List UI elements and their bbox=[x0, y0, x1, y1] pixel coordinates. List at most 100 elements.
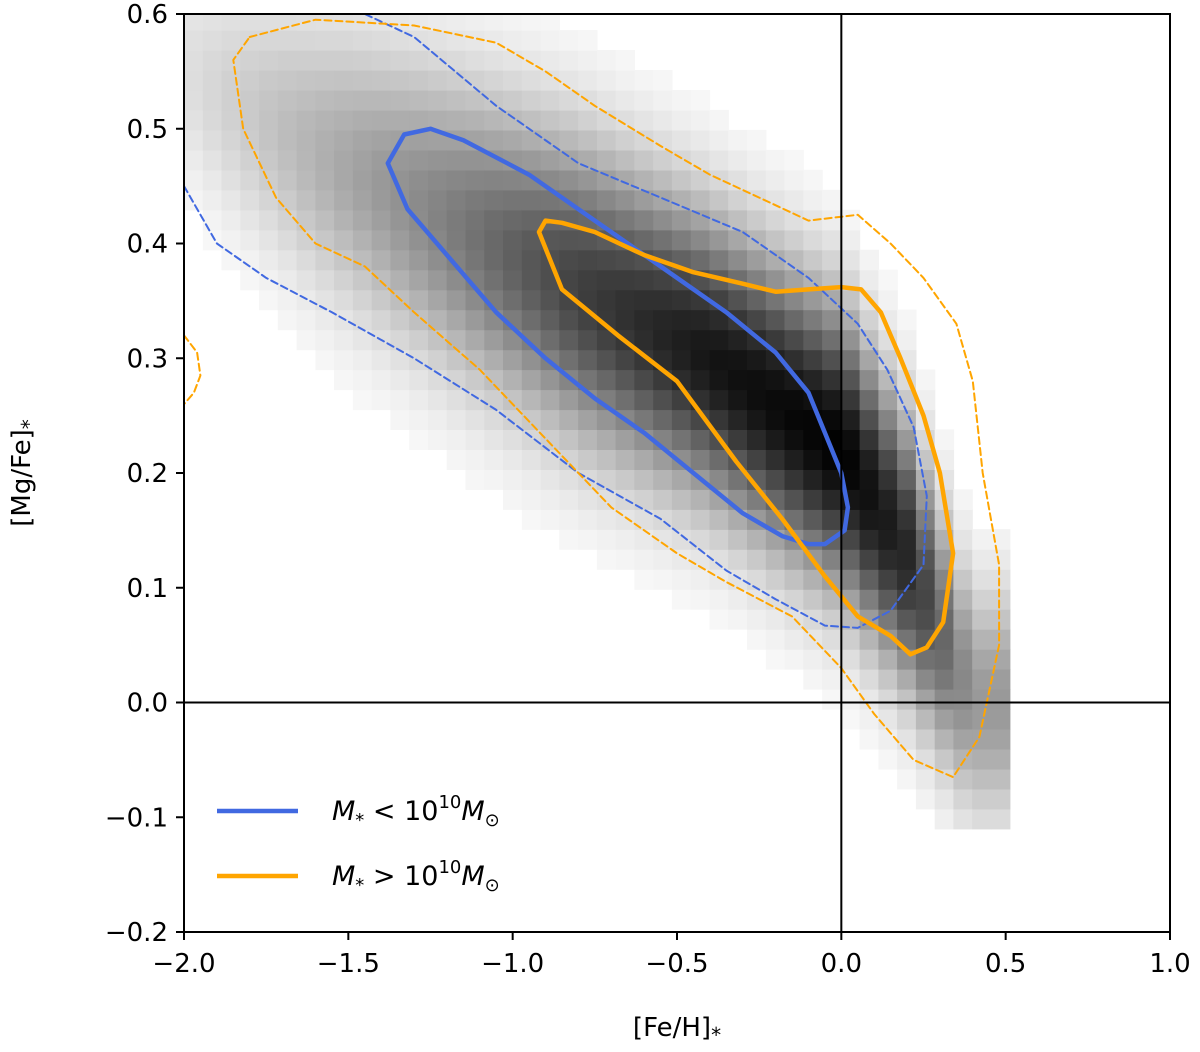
heatmap-cell bbox=[634, 269, 654, 291]
heatmap-cell bbox=[822, 189, 842, 211]
heatmap-cell bbox=[953, 788, 973, 810]
heatmap-cell bbox=[859, 449, 879, 470]
heatmap-cell bbox=[202, 209, 223, 231]
heatmap-cell bbox=[615, 249, 635, 271]
heatmap-cell bbox=[915, 708, 936, 730]
heatmap-cell bbox=[953, 609, 973, 630]
heatmap-cell bbox=[409, 149, 429, 171]
heatmap-cell bbox=[446, 70, 467, 91]
heatmap-cell bbox=[596, 469, 617, 490]
heatmap-cell bbox=[859, 369, 879, 391]
heatmap-cell bbox=[465, 30, 485, 51]
y-tick-label: 0.4 bbox=[127, 230, 168, 260]
heatmap-cell bbox=[503, 349, 523, 371]
heatmap-cell bbox=[803, 449, 823, 470]
heatmap-cell bbox=[634, 489, 654, 510]
heatmap-cell bbox=[690, 569, 711, 590]
heatmap-cell bbox=[390, 209, 410, 231]
heatmap-cell bbox=[221, 70, 241, 91]
x-tick-label: −1.0 bbox=[481, 949, 544, 979]
heatmap-cell bbox=[484, 389, 504, 411]
heatmap-cell bbox=[634, 409, 654, 430]
heatmap-cell bbox=[484, 269, 504, 291]
heatmap-cell bbox=[296, 109, 316, 131]
heatmap-cell bbox=[428, 30, 448, 51]
heatmap-cell bbox=[859, 669, 879, 690]
heatmap-cell bbox=[277, 269, 298, 291]
y-tick-label: 0.3 bbox=[127, 344, 168, 374]
heatmap-cell bbox=[390, 389, 410, 411]
heatmap-cell bbox=[991, 708, 1011, 730]
heatmap-cell bbox=[503, 129, 523, 151]
heatmap-cell bbox=[484, 109, 504, 131]
heatmap-cell bbox=[840, 449, 861, 470]
heatmap-cell bbox=[446, 149, 467, 171]
heatmap-cell bbox=[334, 30, 354, 51]
heatmap-cell bbox=[277, 90, 298, 111]
heatmap-cell bbox=[934, 429, 955, 450]
heatmap-cell bbox=[803, 329, 823, 351]
heatmap-cell bbox=[371, 30, 392, 51]
heatmap-cell bbox=[878, 549, 898, 570]
heatmap-cell bbox=[934, 629, 955, 650]
heatmap-cell bbox=[409, 109, 429, 131]
heatmap-cell bbox=[897, 389, 917, 411]
heatmap-cell bbox=[671, 90, 692, 111]
heatmap-cell bbox=[259, 149, 279, 171]
heatmap-cell bbox=[784, 469, 804, 490]
heatmap-cell bbox=[559, 90, 579, 111]
heatmap-cell bbox=[972, 748, 992, 770]
heatmap-cell bbox=[352, 329, 373, 351]
heatmap-cell bbox=[840, 369, 861, 391]
heatmap-cell bbox=[634, 90, 654, 111]
heatmap-cell bbox=[465, 429, 485, 450]
heatmap-cell bbox=[765, 209, 786, 231]
heatmap-cell bbox=[859, 549, 879, 570]
heatmap-cell bbox=[503, 90, 523, 111]
heatmap-cell bbox=[296, 309, 316, 331]
heatmap-cell bbox=[202, 50, 223, 71]
heatmap-cell bbox=[747, 349, 767, 371]
heatmap-cell bbox=[728, 349, 748, 371]
heatmap-cell bbox=[653, 70, 673, 91]
heatmap-cell bbox=[615, 469, 635, 490]
heatmap-cell bbox=[803, 269, 823, 291]
heatmap-cell bbox=[296, 249, 316, 271]
heatmap-cell bbox=[390, 309, 410, 331]
heatmap-cell bbox=[840, 549, 861, 570]
heatmap-cell bbox=[315, 129, 335, 151]
heatmap-cell bbox=[878, 529, 898, 550]
heatmap-cell bbox=[409, 369, 429, 391]
heatmap-cell bbox=[615, 289, 635, 311]
heatmap-cell bbox=[371, 229, 392, 251]
heatmap-cell bbox=[747, 629, 767, 650]
heatmap-cell bbox=[352, 209, 373, 231]
heatmap-cell bbox=[484, 129, 504, 151]
heatmap-cell bbox=[690, 409, 711, 430]
heatmap-cell bbox=[446, 14, 467, 31]
high-mass-contour-outer-fragment bbox=[184, 334, 202, 406]
heatmap-cell bbox=[822, 389, 842, 411]
heatmap-cell bbox=[859, 509, 879, 530]
heatmap-cell bbox=[653, 189, 673, 211]
heatmap-cell bbox=[953, 629, 973, 650]
heatmap-cell bbox=[840, 409, 861, 430]
heatmap-cell bbox=[915, 549, 936, 570]
heatmap-cell bbox=[803, 469, 823, 490]
heatmap-cell bbox=[540, 149, 560, 171]
heatmap-cell bbox=[859, 409, 879, 430]
heatmap-cell bbox=[540, 50, 560, 71]
legend-label-high-mass: M* > 1010M⊙ bbox=[332, 857, 500, 896]
heatmap-cell bbox=[991, 549, 1011, 570]
heatmap-cell bbox=[334, 50, 354, 71]
heatmap-cell bbox=[747, 209, 767, 231]
heatmap-cell bbox=[915, 489, 936, 510]
heatmap-cell bbox=[991, 669, 1011, 690]
heatmap-cell bbox=[915, 609, 936, 630]
heatmap-cell bbox=[540, 509, 560, 530]
heatmap-cell bbox=[390, 369, 410, 391]
heatmap-cell bbox=[634, 329, 654, 351]
heatmap-cell bbox=[315, 249, 335, 271]
heatmap-cell bbox=[559, 469, 579, 490]
heatmap-cell bbox=[709, 189, 729, 211]
